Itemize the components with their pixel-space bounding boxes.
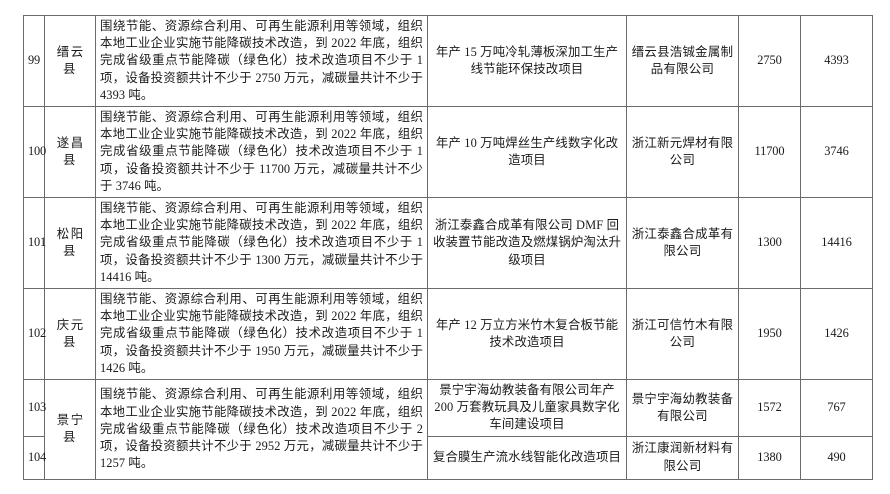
table-row: 100 遂昌县 围绕节能、资源综合利用、可再生能源利用等领域，组织本地工业企业实… bbox=[23, 106, 873, 199]
row-project-name: 年产 10 万吨焊丝生产线数字化改造项目 bbox=[427, 106, 627, 199]
row-task-description: 围绕节能、资源综合利用、可再生能源利用等领域，组织本地工业企业实施节能降碳技术改… bbox=[95, 197, 428, 290]
row-index: 100 bbox=[23, 106, 46, 199]
row-project-name: 景宁宇海幼教装备有限公司年产 200 万套教玩具及儿童家具数字化车间建设项目 bbox=[427, 379, 627, 437]
table-row: 99 缙云县 围绕节能、资源综合利用、可再生能源利用等领域，组织本地工业企业实施… bbox=[23, 14, 873, 108]
table-row: 103 景宁县 围绕节能、资源综合利用、可再生能源利用等领域，组织本地工业企业实… bbox=[23, 379, 873, 480]
row-project-name: 复合膜生产流水线智能化改造项目 bbox=[427, 435, 627, 480]
row-carbon-reduction: 1426 bbox=[800, 288, 873, 381]
data-table: 99 缙云县 围绕节能、资源综合利用、可再生能源利用等领域，组织本地工业企业实施… bbox=[23, 14, 873, 480]
row-company-name: 浙江康润新材料有限公司 bbox=[626, 435, 739, 480]
table-row: 101 松阳县 围绕节能、资源综合利用、可再生能源利用等领域，组织本地工业企业实… bbox=[23, 197, 873, 290]
row-county: 缙云县 bbox=[44, 14, 96, 108]
row-task-description: 围绕节能、资源综合利用、可再生能源利用等领域，组织本地工业企业实施节能降碳技术改… bbox=[95, 288, 428, 381]
row-county: 遂昌县 bbox=[44, 106, 96, 199]
row-investment-amount: 2750 bbox=[738, 14, 801, 108]
row-carbon-reduction: 14416 bbox=[800, 197, 873, 290]
row-company-name: 景宁宇海幼教装备有限公司 bbox=[626, 379, 739, 437]
row-carbon-reduction: 4393 bbox=[800, 14, 873, 108]
row-carbon-reduction: 3746 bbox=[800, 106, 873, 199]
row-county: 庆元县 bbox=[44, 288, 96, 381]
row-company-name: 缙云县浩铖金属制品有限公司 bbox=[626, 14, 739, 108]
row-index: 104 bbox=[23, 435, 46, 480]
row-project-name: 浙江泰鑫合成革有限公司 DMF 回收装置节能改造及燃煤锅炉淘汰升级项目 bbox=[427, 197, 627, 290]
row-investment-amount: 1950 bbox=[738, 288, 801, 381]
row-project-name: 年产 15 万吨冷轧薄板深加工生产线节能环保技改项目 bbox=[427, 14, 627, 108]
row-company-name: 浙江泰鑫合成革有限公司 bbox=[626, 197, 739, 290]
row-carbon-reduction: 767 bbox=[800, 379, 873, 437]
row-task-description: 围绕节能、资源综合利用、可再生能源利用等领域，组织本地工业企业实施节能降碳技术改… bbox=[95, 379, 428, 480]
row-county: 景宁县 bbox=[44, 379, 96, 480]
row-county: 松阳县 bbox=[44, 197, 96, 290]
row-index: 102 bbox=[23, 288, 46, 381]
row-index: 99 bbox=[23, 14, 45, 108]
row-index: 101 bbox=[23, 197, 46, 290]
row-investment-amount: 1572 bbox=[738, 379, 801, 437]
table-row: 102 庆元县 围绕节能、资源综合利用、可再生能源利用等领域，组织本地工业企业实… bbox=[23, 288, 873, 381]
row-investment-amount: 11700 bbox=[738, 106, 801, 199]
row-task-description: 围绕节能、资源综合利用、可再生能源利用等领域，组织本地工业企业实施节能降碳技术改… bbox=[95, 14, 428, 108]
row-company-name: 浙江可信竹木有限公司 bbox=[626, 288, 739, 381]
row-index: 103 bbox=[23, 379, 46, 437]
row-task-description: 围绕节能、资源综合利用、可再生能源利用等领域，组织本地工业企业实施节能降碳技术改… bbox=[95, 106, 428, 199]
table-row: 104 复合膜生产流水线智能化改造项目 浙江康润新材料有限公司 1380 490 bbox=[23, 435, 873, 480]
row-investment-amount: 1380 bbox=[738, 435, 801, 480]
row-company-name: 浙江新元焊材有限公司 bbox=[626, 106, 739, 199]
row-project-name: 年产 12 万立方米竹木复合板节能技术改造项目 bbox=[427, 288, 627, 381]
row-carbon-reduction: 490 bbox=[800, 435, 873, 480]
row-investment-amount: 1300 bbox=[738, 197, 801, 290]
